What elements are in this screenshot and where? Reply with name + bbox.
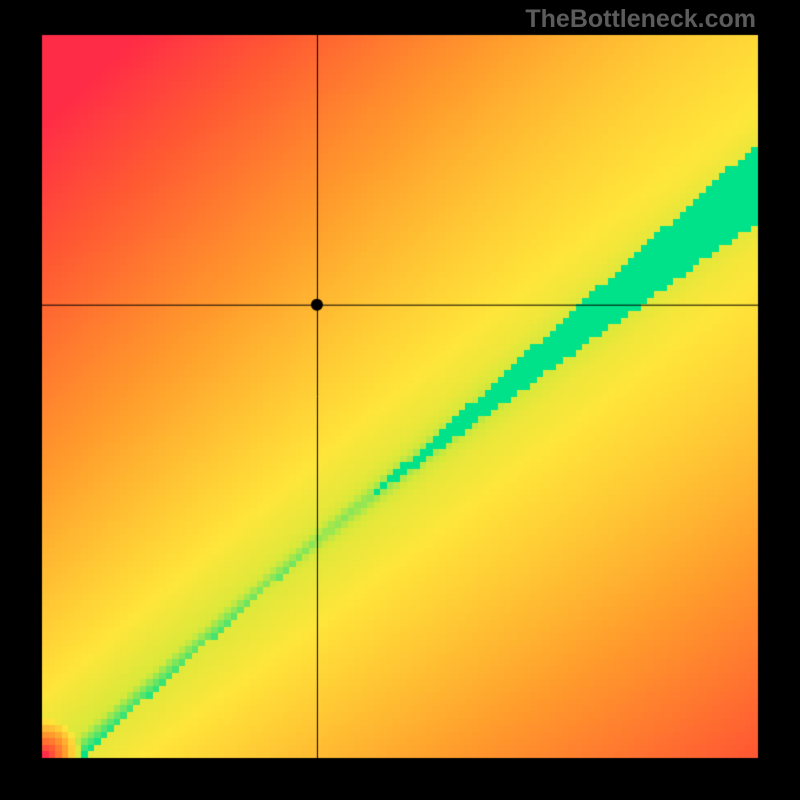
watermark-text: TheBottleneck.com — [525, 5, 756, 34]
bottleneck-heatmap — [0, 0, 800, 800]
